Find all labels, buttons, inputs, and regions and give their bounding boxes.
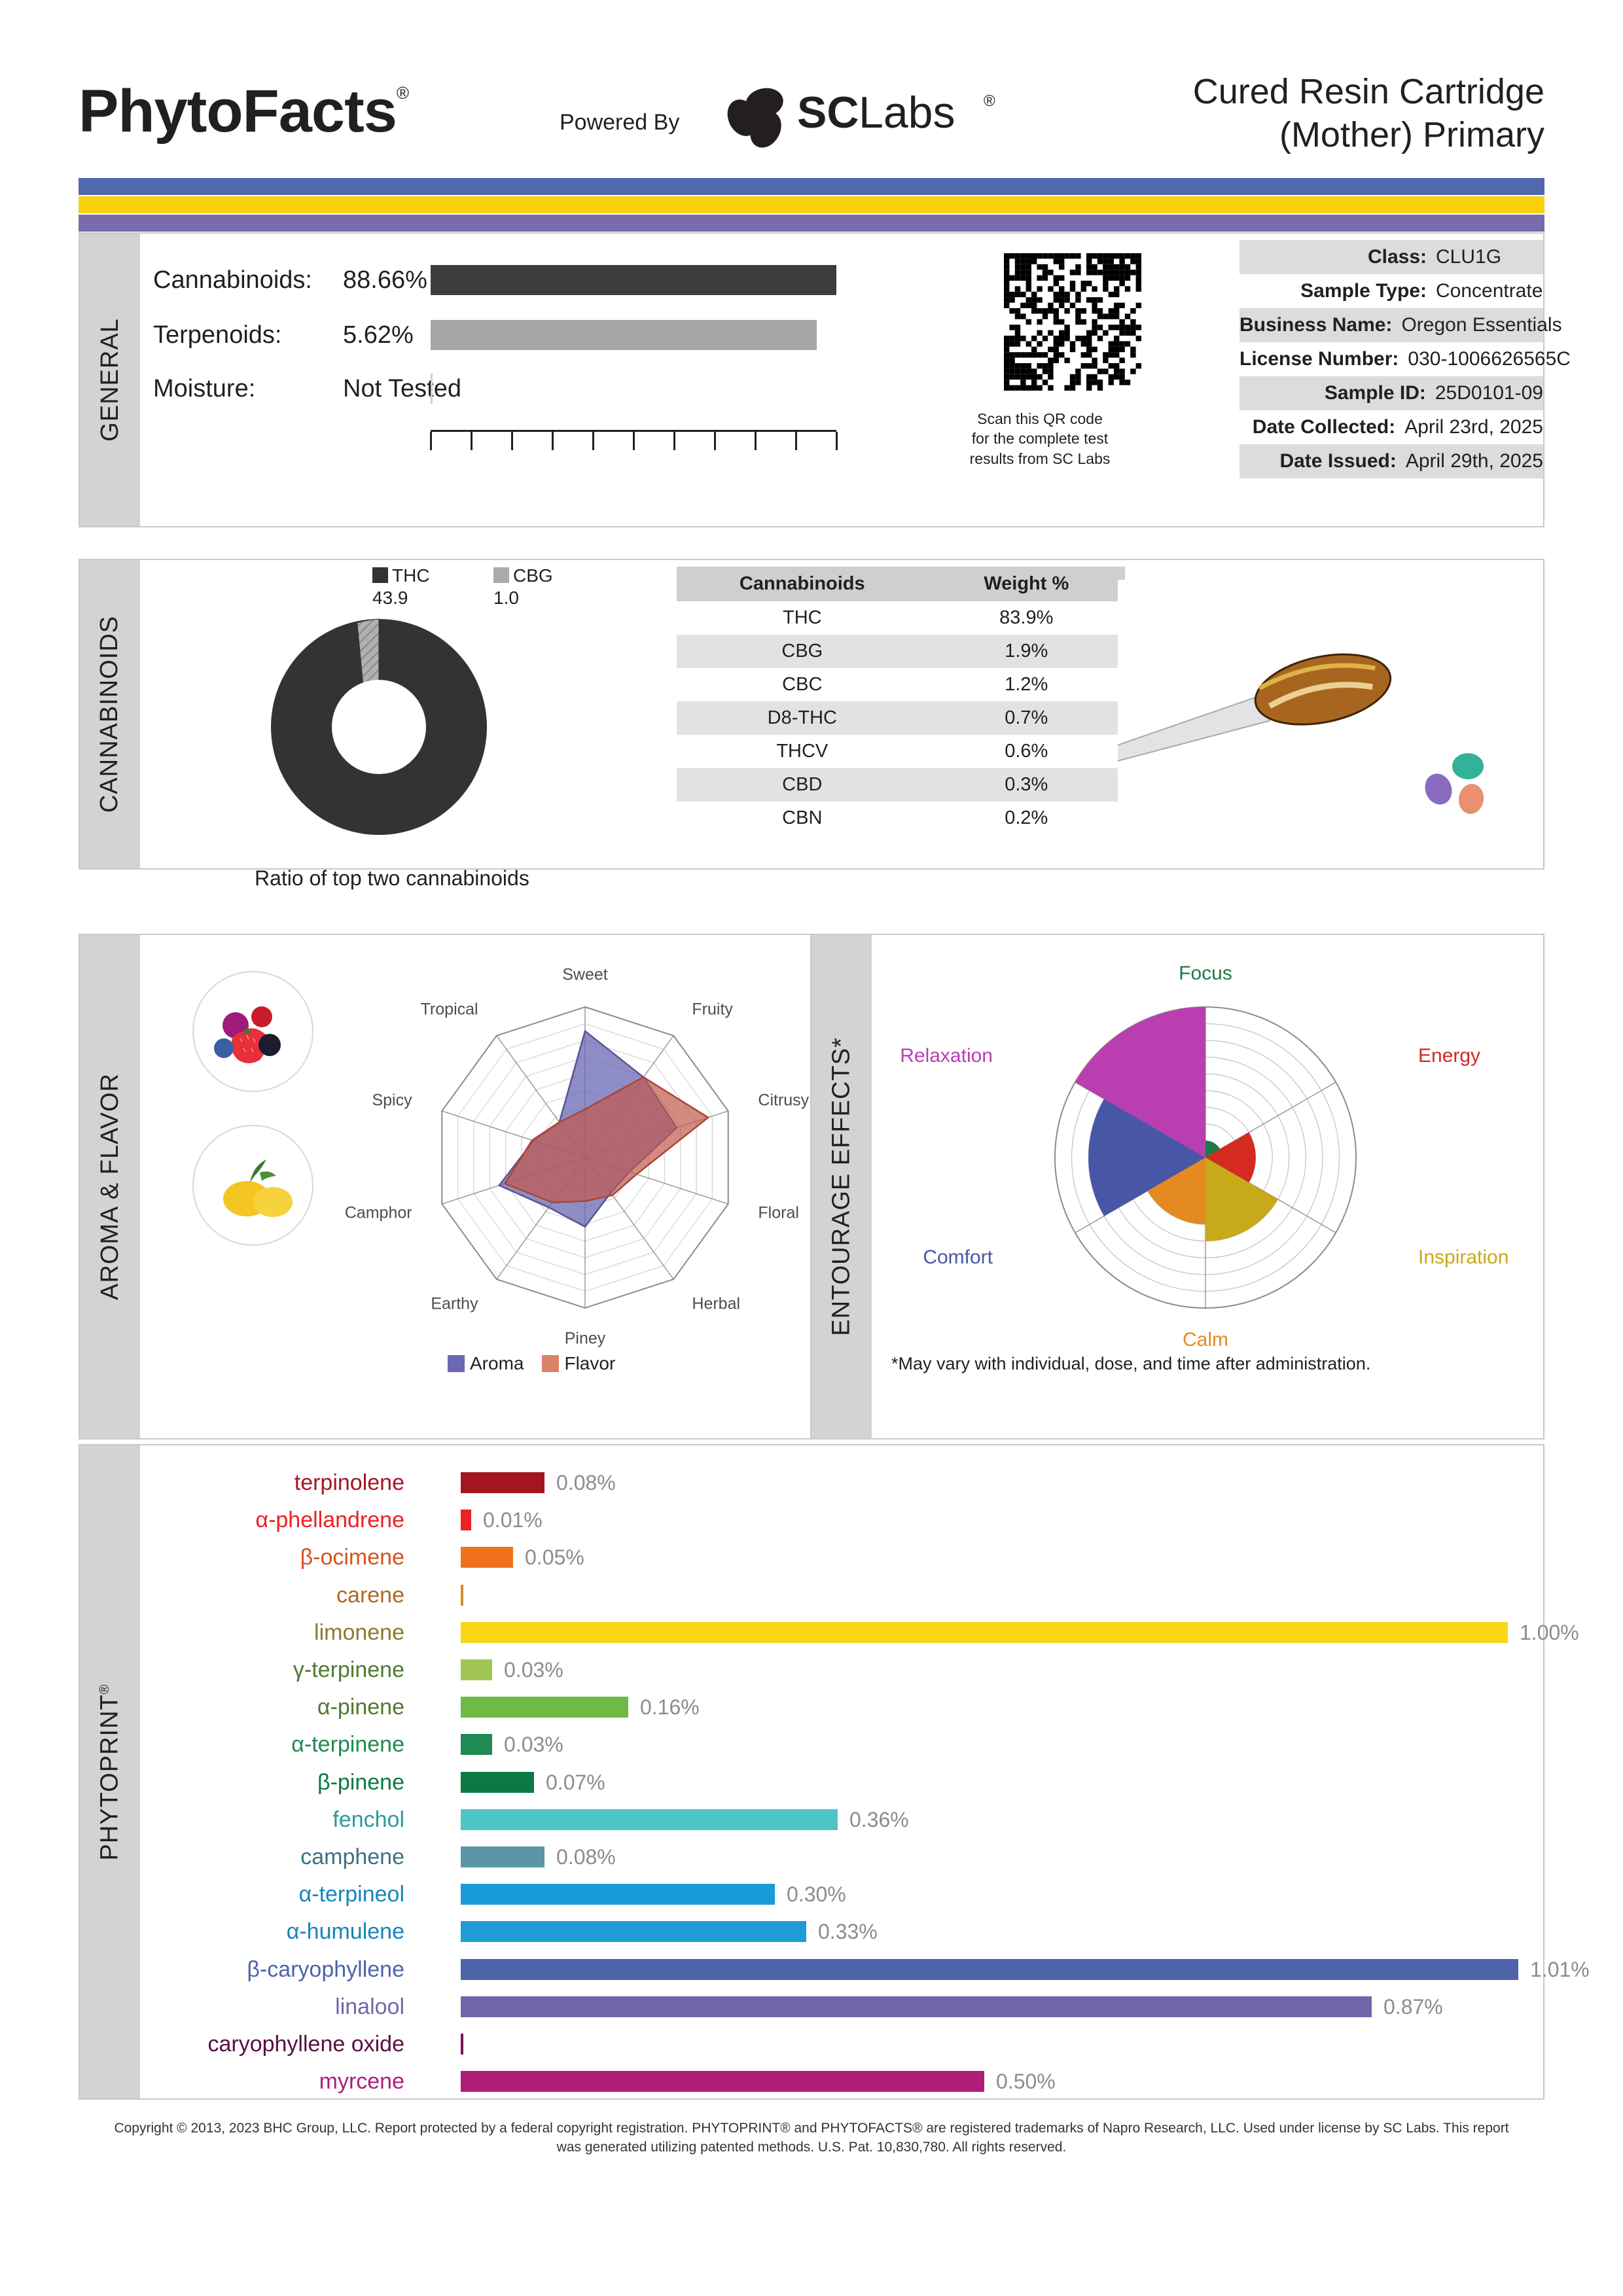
svg-text:Herbal: Herbal bbox=[692, 1295, 740, 1313]
svg-text:Inspiration: Inspiration bbox=[1418, 1246, 1508, 1268]
svg-text:Fruity: Fruity bbox=[692, 1000, 733, 1019]
svg-text:Citrusy: Citrusy bbox=[758, 1091, 809, 1110]
svg-text:Sweet: Sweet bbox=[562, 966, 608, 984]
svg-text:Relaxation: Relaxation bbox=[900, 1045, 993, 1067]
svg-text:Camphor: Camphor bbox=[345, 1204, 412, 1222]
svg-text:Spicy: Spicy bbox=[372, 1091, 412, 1110]
svg-text:Calm: Calm bbox=[1183, 1329, 1228, 1351]
svg-text:Piney: Piney bbox=[565, 1330, 606, 1347]
svg-text:Tropical: Tropical bbox=[421, 1000, 478, 1019]
svg-text:Floral: Floral bbox=[758, 1204, 799, 1222]
svg-text:Energy: Energy bbox=[1418, 1045, 1480, 1067]
svg-text:Focus: Focus bbox=[1179, 963, 1232, 984]
svg-text:®: ® bbox=[984, 92, 995, 110]
svg-text:Comfort: Comfort bbox=[923, 1246, 993, 1268]
svg-text:Labs: Labs bbox=[859, 88, 955, 137]
svg-text:Earthy: Earthy bbox=[431, 1295, 478, 1313]
svg-text:SC: SC bbox=[797, 88, 859, 137]
